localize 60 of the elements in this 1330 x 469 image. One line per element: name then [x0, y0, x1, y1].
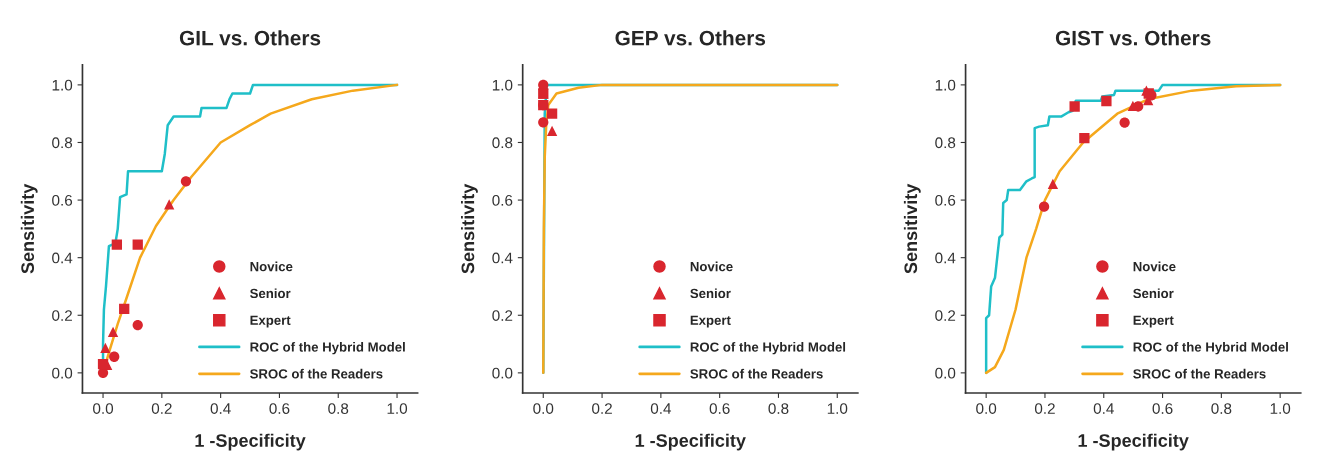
y-tick-label: 0.2 [935, 310, 956, 321]
x-tick-label: 0.0 [533, 403, 554, 414]
legend-label: ROC of the Hybrid Model [690, 342, 846, 355]
x-tick-label: 0.4 [210, 403, 231, 414]
x-tick-label: 0.6 [1152, 403, 1173, 414]
y-tick-label: 0.0 [52, 367, 73, 379]
legend-label: SROC of the Readers [1133, 368, 1266, 379]
y-tick-label: 0.8 [935, 137, 956, 149]
legend-label: Senior [250, 288, 291, 299]
legend-label: Novice [250, 261, 293, 272]
legend-label: Expert [690, 315, 731, 328]
legend-label: Novice [690, 261, 733, 272]
legend-label: Expert [250, 315, 291, 328]
x-tick-label: 0.8 [328, 403, 349, 414]
x-tick-label: 0.8 [1211, 403, 1232, 414]
y-tick-label: 0.0 [492, 367, 513, 379]
chart-title: GIST vs. Others [1055, 30, 1211, 46]
y-tick-label: 1.0 [492, 79, 513, 91]
y-tick-label: 0.6 [492, 194, 513, 206]
x-tick-label: 0.2 [151, 403, 172, 414]
y-tick-label: 0.0 [935, 367, 956, 379]
x-tick-label: 1.0 [387, 403, 408, 414]
x-tick-label: 0.0 [976, 403, 997, 414]
x-tick-label: 0.4 [1093, 403, 1114, 414]
x-tick-label: 0.2 [592, 403, 612, 414]
y-tick-label: 0.8 [52, 137, 73, 149]
legend-label: Novice [1133, 261, 1176, 272]
y-tick-label: 0.8 [492, 137, 513, 149]
legend-label: ROC of the Hybrid Model [1133, 342, 1288, 355]
x-tick-label: 0.6 [269, 403, 290, 414]
x-axis-title: 1 -Specificity [635, 433, 746, 451]
x-tick-label: 1.0 [827, 403, 848, 414]
y-tick-label: 0.6 [52, 194, 73, 206]
legend-label: ROC of the Hybrid Model [250, 342, 405, 355]
y-tick-label: 0.6 [935, 194, 956, 206]
y-tick-label: 1.0 [52, 79, 73, 91]
y-axis-title: Sensitivity [20, 183, 38, 274]
x-axis-title: 1 -Specificity [1078, 433, 1189, 451]
y-tick-label: 1.0 [935, 79, 956, 91]
x-tick-label: 0.8 [768, 403, 789, 414]
y-tick-label: 0.2 [492, 310, 513, 321]
legend-label: Expert [1133, 315, 1174, 328]
chart-title: GEP vs. Others [615, 30, 766, 46]
legend-label: SROC of the Readers [690, 368, 823, 379]
chart-title: GIL vs. Others [179, 30, 321, 46]
y-tick-label: 0.4 [492, 252, 513, 264]
legend-label: Senior [690, 288, 731, 299]
y-axis-title: Sensitivity [903, 183, 921, 274]
x-tick-label: 0.4 [650, 403, 672, 414]
y-tick-label: 0.4 [935, 252, 956, 264]
y-tick-label: 0.2 [52, 310, 72, 321]
legend-label: SROC of the Readers [250, 368, 383, 379]
x-axis-title: 1 -Specificity [195, 433, 306, 451]
x-tick-label: 1.0 [1270, 403, 1291, 414]
x-tick-label: 0.6 [709, 403, 730, 414]
y-axis-title: Sensitivity [461, 183, 478, 274]
x-tick-label: 0.2 [1034, 403, 1055, 414]
y-tick-label: 0.4 [52, 252, 73, 264]
legend-label: Senior [1133, 288, 1174, 299]
x-tick-label: 0.0 [93, 403, 114, 414]
